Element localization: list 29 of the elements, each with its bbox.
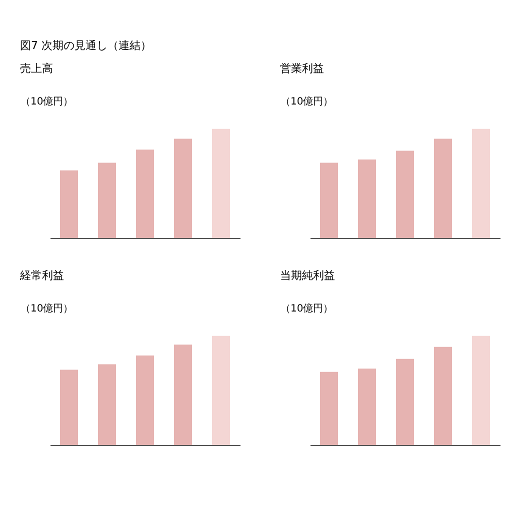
bar (396, 358, 414, 445)
bar (174, 344, 192, 445)
bar (136, 150, 154, 238)
bar (358, 159, 376, 238)
bar (320, 162, 338, 238)
bar (98, 364, 116, 445)
bar (212, 336, 230, 445)
chart-title: 当期純利益 (280, 269, 335, 282)
y-axis-title: （10億円） (280, 302, 334, 314)
y-axis-title: （10億円） (280, 96, 334, 108)
bar (136, 356, 154, 445)
bar (434, 346, 452, 445)
bar (174, 138, 192, 238)
chart-title: 売上高 (20, 62, 53, 75)
bar (60, 170, 78, 238)
caption: 図7 次期の見通し（連結） (20, 39, 152, 52)
bar (98, 162, 116, 238)
chart-title: 経常利益 (19, 269, 64, 282)
bar (434, 138, 452, 238)
bar (396, 150, 414, 238)
bar (358, 368, 376, 445)
bar (212, 128, 230, 238)
bar (472, 336, 490, 445)
y-axis-title: （10億円） (20, 302, 74, 314)
bar (60, 370, 78, 445)
bar (320, 372, 338, 445)
chart-title: 営業利益 (280, 62, 324, 75)
bar (472, 128, 490, 238)
y-axis-title: （10億円） (20, 96, 74, 108)
